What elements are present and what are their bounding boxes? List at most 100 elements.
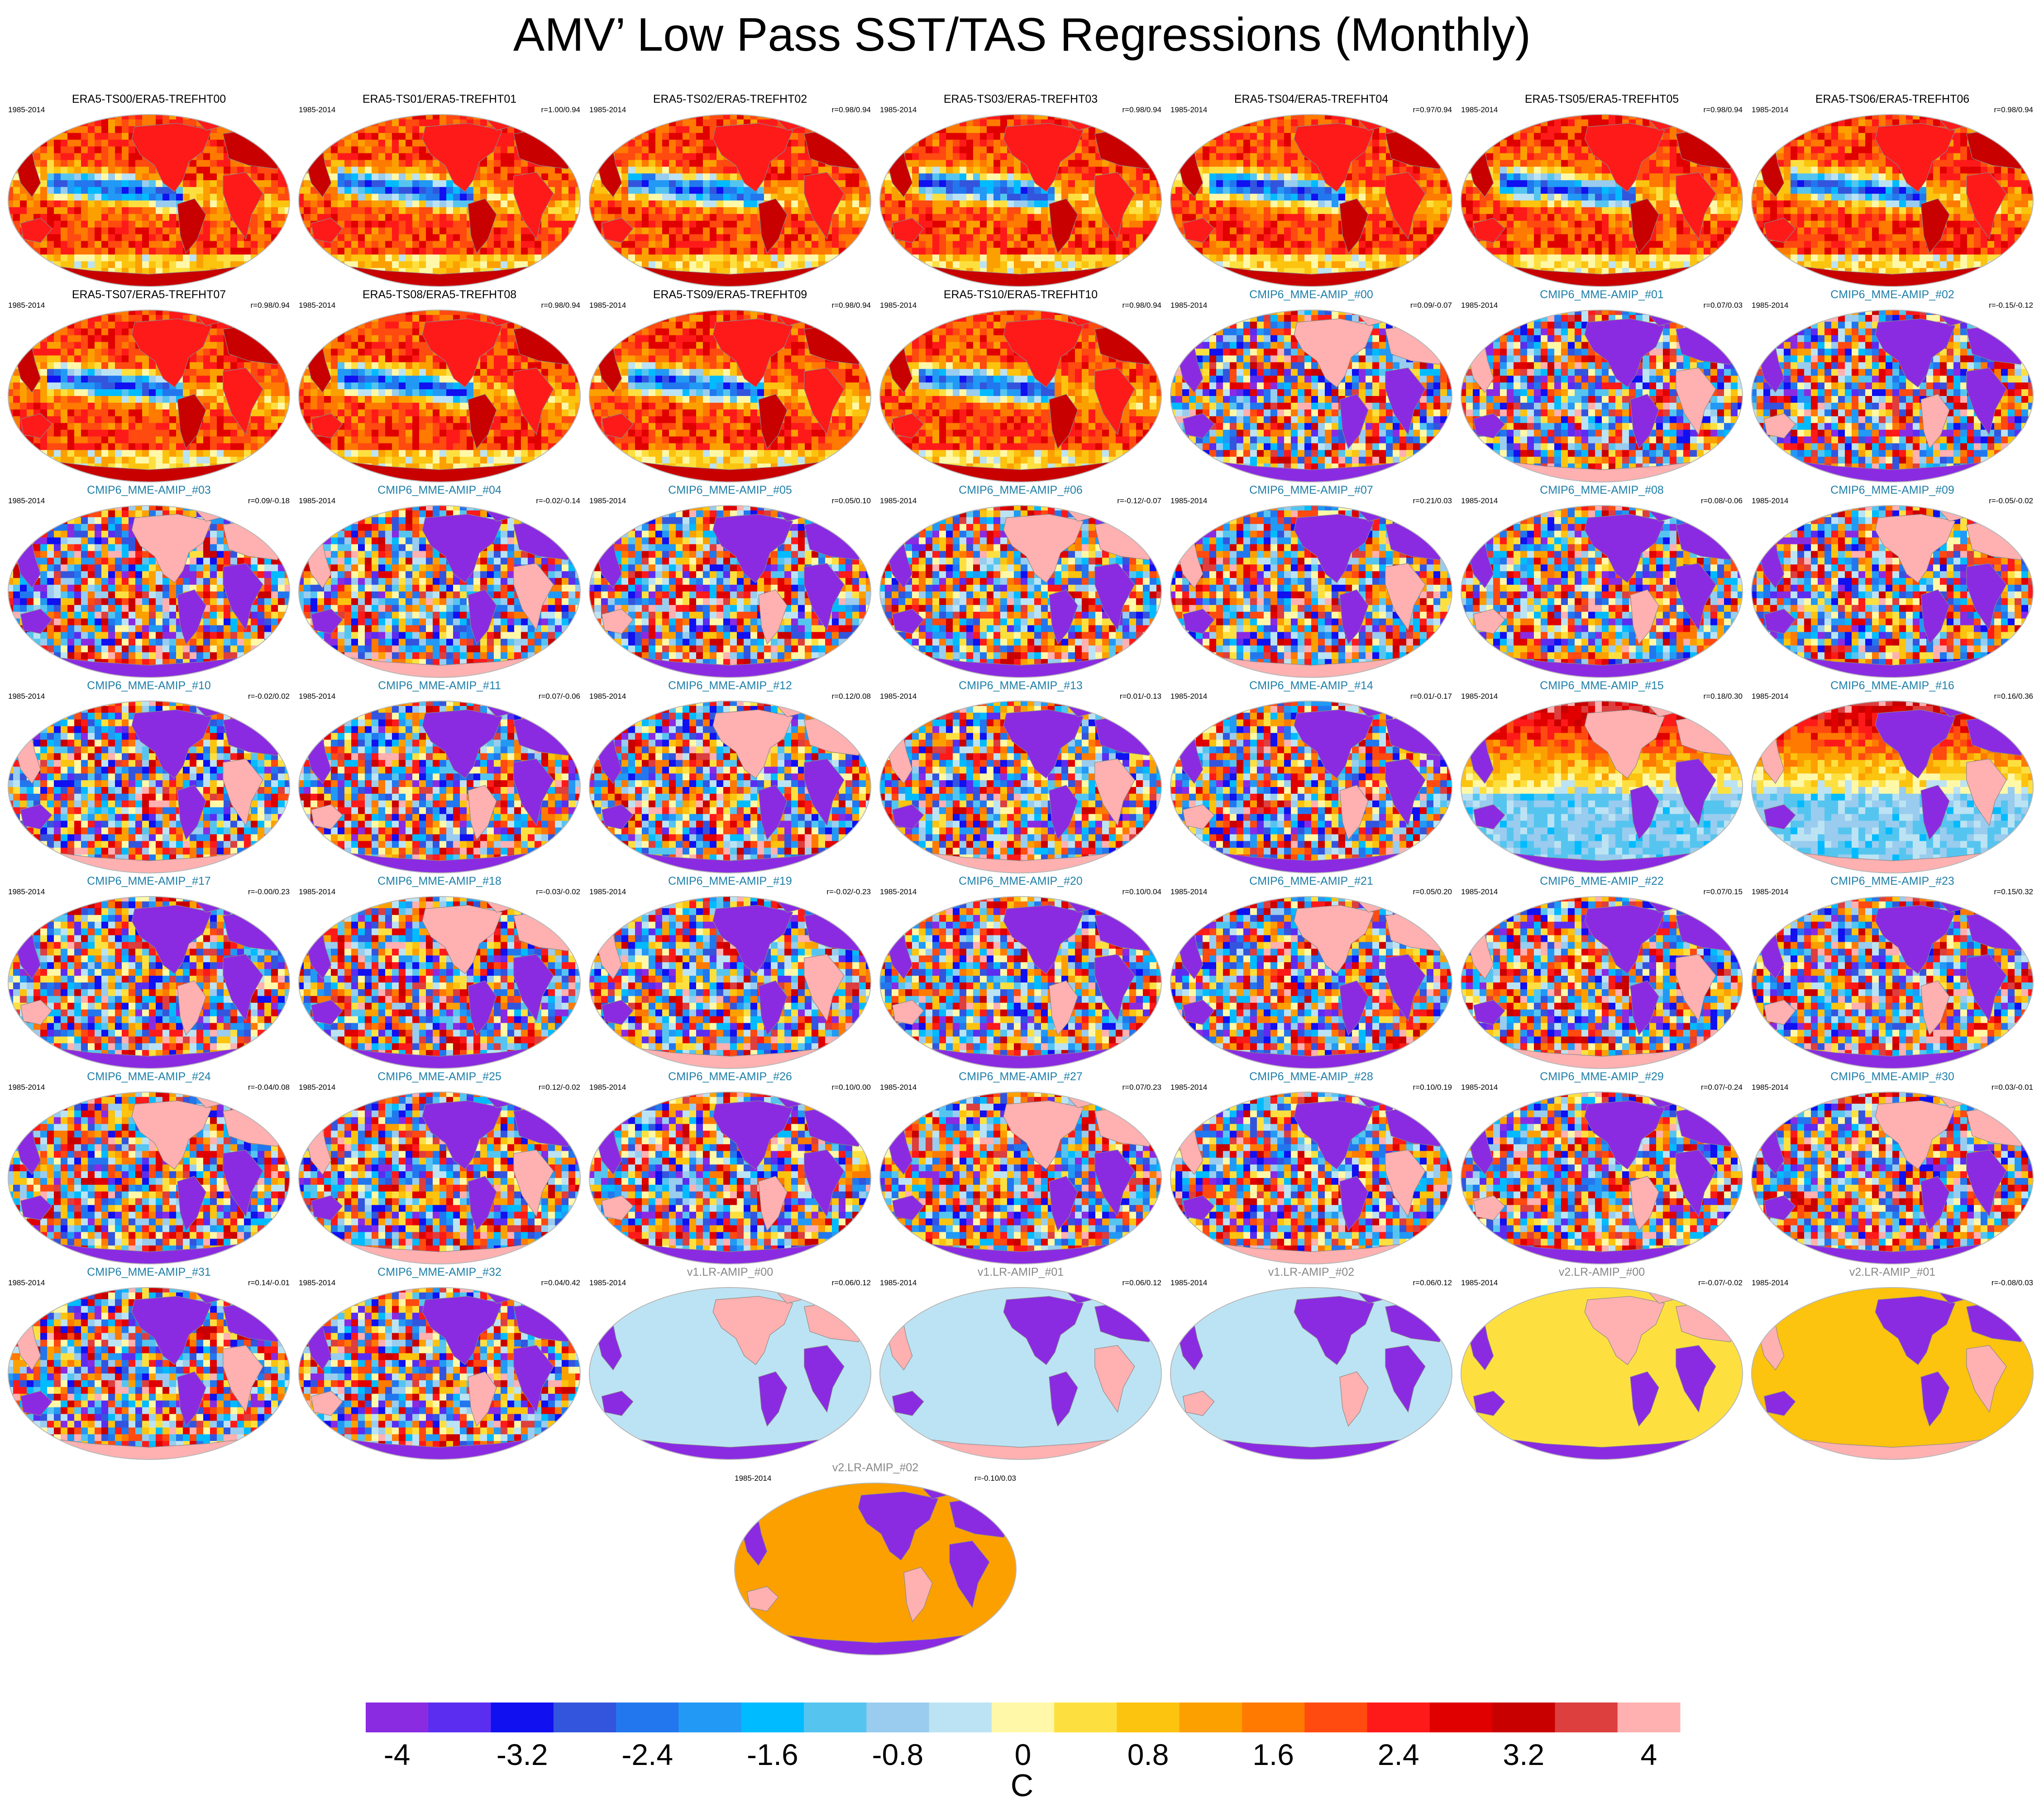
field-cell <box>230 119 238 127</box>
field-cell <box>183 114 190 120</box>
field-cell <box>880 207 885 215</box>
field-cell <box>115 126 122 134</box>
field-cell <box>142 119 149 127</box>
field-cell <box>548 281 555 286</box>
field-cell <box>784 220 792 228</box>
field-cell <box>1406 126 1414 134</box>
field-cell <box>47 139 54 147</box>
field-cell <box>101 139 109 147</box>
field-cell <box>1122 248 1130 255</box>
field-cell <box>737 194 744 201</box>
field-cell <box>412 241 420 248</box>
field-cell <box>608 254 615 262</box>
map-border <box>589 114 871 287</box>
field-cell <box>946 187 953 194</box>
field-cell <box>1345 187 1352 194</box>
field-cell <box>993 220 1001 228</box>
field-cell <box>939 160 946 167</box>
field-cell <box>1372 146 1380 154</box>
field-cell <box>898 261 906 268</box>
field-cell <box>372 227 379 235</box>
field-cell <box>285 167 290 174</box>
field-cell <box>635 248 642 255</box>
field-cell <box>662 241 669 248</box>
field-cell <box>412 194 420 201</box>
field-cell <box>905 133 912 140</box>
field-cell <box>1189 126 1196 134</box>
field-cell <box>1250 126 1257 134</box>
field-cell <box>1203 146 1210 154</box>
field-cell <box>122 167 129 174</box>
field-cell <box>832 275 839 282</box>
field-cell <box>406 153 413 160</box>
field-cell <box>683 180 690 187</box>
field-cell <box>953 200 960 208</box>
field-cell <box>859 254 866 262</box>
field-cell <box>892 248 899 255</box>
field-cell <box>939 194 946 201</box>
field-cell <box>142 261 149 268</box>
field-cell <box>399 173 406 181</box>
field-cell <box>115 119 122 127</box>
field-cell <box>1413 126 1420 134</box>
field-cell <box>217 187 224 194</box>
field-cell <box>20 268 27 275</box>
field-cell <box>95 160 102 167</box>
field-cell <box>621 146 629 154</box>
field-cell <box>744 187 751 194</box>
field-cell <box>1427 133 1434 140</box>
field-cell <box>1102 167 1109 174</box>
field-cell <box>54 139 61 147</box>
field-cell <box>324 133 331 140</box>
field-cell <box>655 207 663 215</box>
field-cell <box>1007 241 1014 248</box>
field-cell <box>1318 180 1325 187</box>
field-cell <box>1089 180 1096 187</box>
field-cell <box>892 275 899 282</box>
field-cell <box>642 214 649 221</box>
field-cell <box>1420 167 1427 174</box>
field-cell <box>1156 275 1161 282</box>
field-cell <box>190 119 197 127</box>
field-cell <box>703 133 710 140</box>
field-cell <box>501 187 508 194</box>
field-cell <box>27 139 34 147</box>
field-cell <box>1136 234 1143 242</box>
field-cell <box>737 234 744 242</box>
field-cell <box>1156 160 1161 167</box>
field-cell <box>669 194 676 201</box>
field-cell <box>676 227 683 235</box>
field-cell <box>385 248 392 255</box>
field-cell <box>880 200 885 208</box>
field-cell <box>108 180 115 187</box>
field-cell <box>310 139 318 147</box>
field-cell <box>852 119 860 127</box>
field-cell <box>601 119 608 127</box>
field-cell <box>108 126 115 134</box>
field-cell <box>1089 126 1096 134</box>
field-cell <box>1027 261 1035 268</box>
field-cell <box>494 254 501 262</box>
field-cell <box>67 119 75 127</box>
field-cell <box>562 220 569 228</box>
field-cell <box>960 126 967 134</box>
field-cell <box>642 187 649 194</box>
field-cell <box>541 119 549 127</box>
field-cell <box>1366 187 1373 194</box>
field-cell <box>669 234 676 242</box>
field-cell <box>649 214 656 221</box>
field-cell <box>278 207 285 215</box>
field-cell <box>426 114 433 120</box>
field-cell <box>264 119 272 127</box>
field-cell <box>845 227 853 235</box>
field-cell <box>304 160 311 167</box>
field-cell <box>859 187 866 194</box>
field-cell <box>953 214 960 221</box>
field-cell <box>919 214 926 221</box>
field-cell <box>285 227 290 235</box>
field-cell <box>839 133 846 140</box>
field-cell <box>676 261 683 268</box>
field-cell <box>358 194 365 201</box>
field-cell <box>730 214 737 221</box>
field-cell <box>926 180 933 187</box>
